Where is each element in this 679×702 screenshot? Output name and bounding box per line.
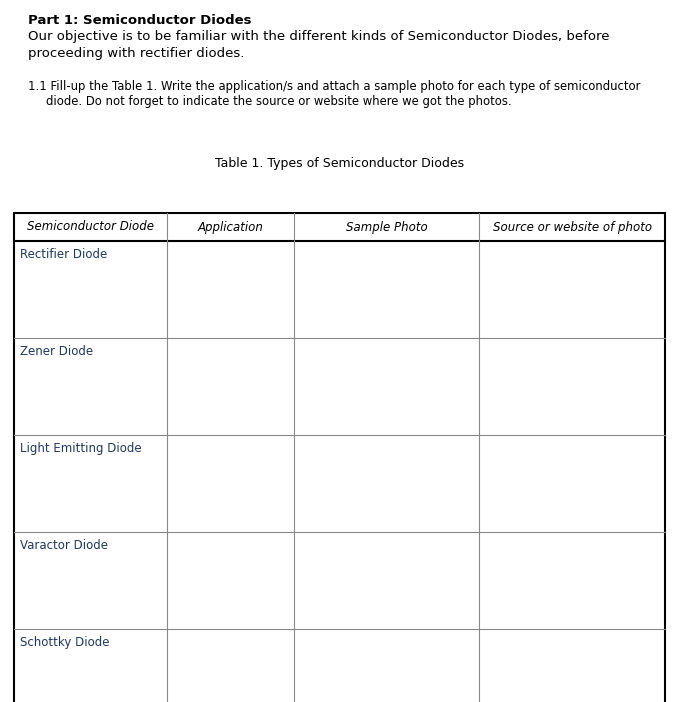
Text: Semiconductor Diode: Semiconductor Diode [27,220,154,234]
Text: Source or website of photo: Source or website of photo [493,220,652,234]
Text: Sample Photo: Sample Photo [346,220,428,234]
Text: Table 1. Types of Semiconductor Diodes: Table 1. Types of Semiconductor Diodes [215,157,464,170]
Text: Rectifier Diode: Rectifier Diode [20,248,107,261]
Text: Application: Application [198,220,263,234]
Text: proceeding with rectifier diodes.: proceeding with rectifier diodes. [28,47,244,60]
Text: Light Emitting Diode: Light Emitting Diode [20,442,142,455]
Text: diode. Do not forget to indicate the source or website where we got the photos.: diode. Do not forget to indicate the sou… [46,95,511,108]
Text: Part 1: Semiconductor Diodes: Part 1: Semiconductor Diodes [28,14,251,27]
Text: 1.1 Fill-up the Table 1. Write the application/s and attach a sample photo for e: 1.1 Fill-up the Table 1. Write the appli… [28,80,640,93]
Bar [14,213,665,702]
Text: Zener Diode: Zener Diode [20,345,93,358]
Text: Schottky Diode: Schottky Diode [20,636,109,649]
Text: Our objective is to be familiar with the different kinds of Semiconductor Diodes: Our objective is to be familiar with the… [28,30,610,43]
Text: Varactor Diode: Varactor Diode [20,539,108,552]
